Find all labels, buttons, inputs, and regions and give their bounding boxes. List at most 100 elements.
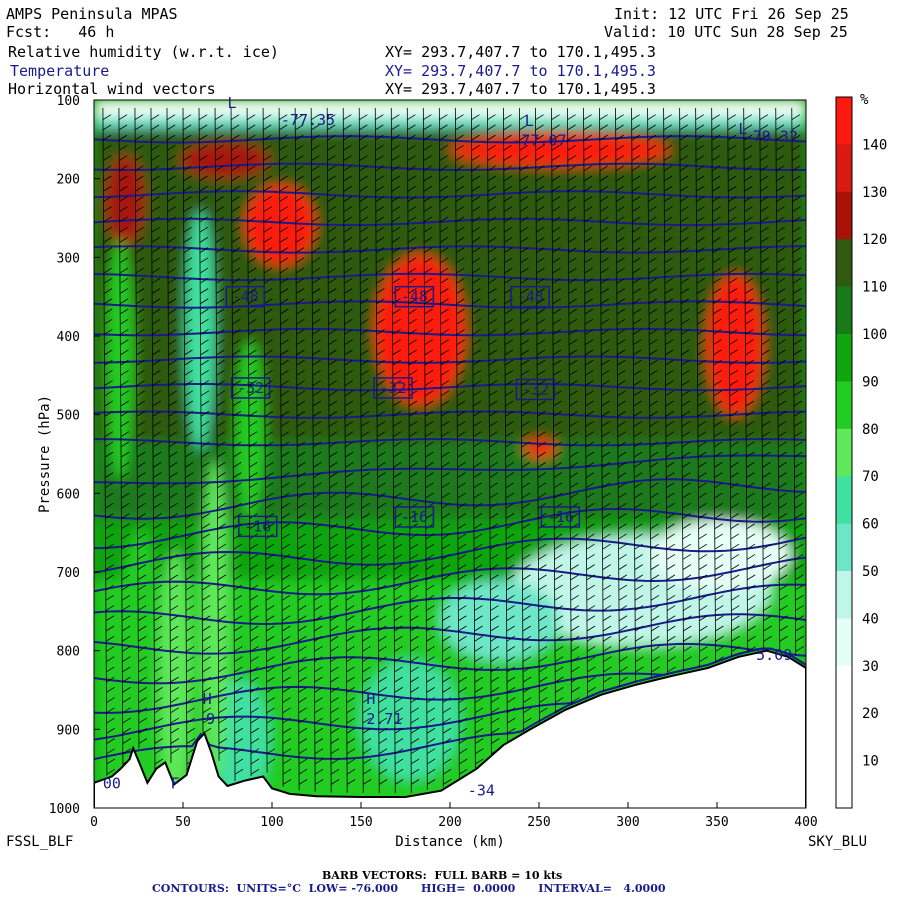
wind-barb-flag <box>743 165 753 172</box>
wind-barb-flag <box>698 462 707 468</box>
wind-barb-flag <box>135 155 144 161</box>
wind-barb-flag <box>503 175 513 182</box>
wind-barb-flag <box>359 257 369 264</box>
wind-barb-flag <box>231 247 241 253</box>
wind-barb-flag <box>298 646 307 652</box>
wind-barb-flag <box>120 400 129 407</box>
wind-barb-flag <box>698 523 707 530</box>
wind-barb-flag <box>231 257 241 264</box>
wind-barb-flag <box>216 359 225 366</box>
wind-barb-3 <box>150 107 156 774</box>
wind-barb-flag <box>265 605 275 611</box>
wind-barb-flag <box>375 155 384 161</box>
wind-barb-flag <box>394 707 404 714</box>
wind-barb-flag <box>360 380 370 386</box>
wind-barb-flag <box>600 288 610 294</box>
wind-barb-flag <box>392 267 401 274</box>
wind-barb-flag <box>554 574 563 581</box>
wind-barb-flag <box>154 717 163 724</box>
wind-barb-flag <box>233 513 242 519</box>
wind-barb-flag <box>570 533 579 540</box>
wind-barb-flag <box>424 308 433 315</box>
wind-barb-flag <box>680 298 690 305</box>
wind-barb-flag <box>647 165 657 172</box>
wind-barb-flag <box>617 369 626 376</box>
wind-barb-flag <box>426 758 436 765</box>
wind-barb-flag <box>712 288 722 294</box>
wind-barb-flag <box>601 431 610 438</box>
wind-barb-flag <box>361 533 370 540</box>
wind-barb-flag <box>760 226 769 233</box>
wind-barb-flag <box>474 707 484 714</box>
wind-barb-flag <box>408 431 418 438</box>
wind-barb-flag <box>118 134 128 141</box>
wind-barb-flag <box>311 155 320 161</box>
wind-barb-flag <box>537 431 546 438</box>
wind-barb-flag <box>600 329 610 335</box>
wind-barb-flag <box>137 564 147 570</box>
wind-barb-flag <box>409 543 419 550</box>
wind-barb-flag <box>697 421 707 427</box>
wind-barb-flag <box>282 707 291 714</box>
wind-barb-flag <box>312 349 321 356</box>
wind-barb-flag <box>314 687 323 693</box>
wind-barb-flag <box>571 697 580 703</box>
wind-barb-flag <box>167 277 177 284</box>
wind-barb-flag <box>362 615 371 622</box>
wind-barb-flag <box>761 329 770 335</box>
wind-barb-flag <box>266 758 276 765</box>
wind-barb-flag <box>458 656 467 663</box>
wind-barb-flag <box>200 380 210 386</box>
wind-barb-flag <box>250 727 260 734</box>
wind-barb-flag <box>359 196 368 202</box>
wind-barb-flag <box>170 697 179 703</box>
wind-barb-flag <box>728 185 737 192</box>
wind-barb-flag <box>712 298 722 305</box>
wind-barb-flag <box>697 441 707 448</box>
wind-barb-flag <box>280 329 289 335</box>
wind-barb-flag <box>472 380 482 386</box>
wind-barb-flag <box>426 615 435 622</box>
wind-barb-flag <box>345 554 355 560</box>
colorbar-segment-3 <box>836 239 852 288</box>
wind-barb-flag <box>119 277 129 284</box>
wind-barb-flag <box>345 543 354 550</box>
wind-barb-flag <box>520 369 530 376</box>
wind-barb-flag <box>617 482 627 489</box>
wind-barb-flag <box>456 329 465 335</box>
wind-barb-flag <box>344 380 354 386</box>
wind-barb-flag <box>136 390 145 397</box>
wind-barb-flag <box>249 482 258 489</box>
wind-barb-flag <box>105 625 115 632</box>
wind-barb-flag <box>248 329 257 335</box>
wind-barb-flag <box>314 666 323 673</box>
wind-barb-flag <box>615 134 624 141</box>
wind-barb-flag <box>601 421 610 427</box>
wind-barb-flag <box>311 165 320 172</box>
wind-barb-flag <box>505 410 514 417</box>
wind-barb-flag <box>488 247 497 253</box>
wind-barb-flag <box>266 707 275 714</box>
wind-barb-flag <box>697 400 706 407</box>
wind-barb-flag <box>298 758 308 765</box>
wind-barb-flag <box>166 114 176 121</box>
wind-barb-flag <box>681 451 691 458</box>
wind-barb-flag <box>665 441 675 448</box>
wind-barb-flag <box>440 288 449 294</box>
contour-label-box-7 <box>394 506 435 528</box>
wind-barb-flag <box>281 472 290 478</box>
wind-barb-flag <box>346 646 355 652</box>
wind-barb-flag <box>233 533 242 540</box>
wind-barb-flag <box>168 410 178 417</box>
wind-barb-flag <box>248 390 258 397</box>
wind-barb-flag <box>440 380 450 386</box>
wind-barb-flag <box>264 329 273 335</box>
wind-barb-flag <box>567 185 577 192</box>
wind-barb-flag <box>407 216 417 223</box>
wind-barb-flag <box>184 431 194 438</box>
wind-barb-flag <box>183 175 192 182</box>
wind-barb-flag <box>744 237 753 243</box>
wind-barb-flag <box>152 431 162 438</box>
wind-barb-flag <box>200 318 209 325</box>
wind-barb-flag <box>233 523 242 530</box>
